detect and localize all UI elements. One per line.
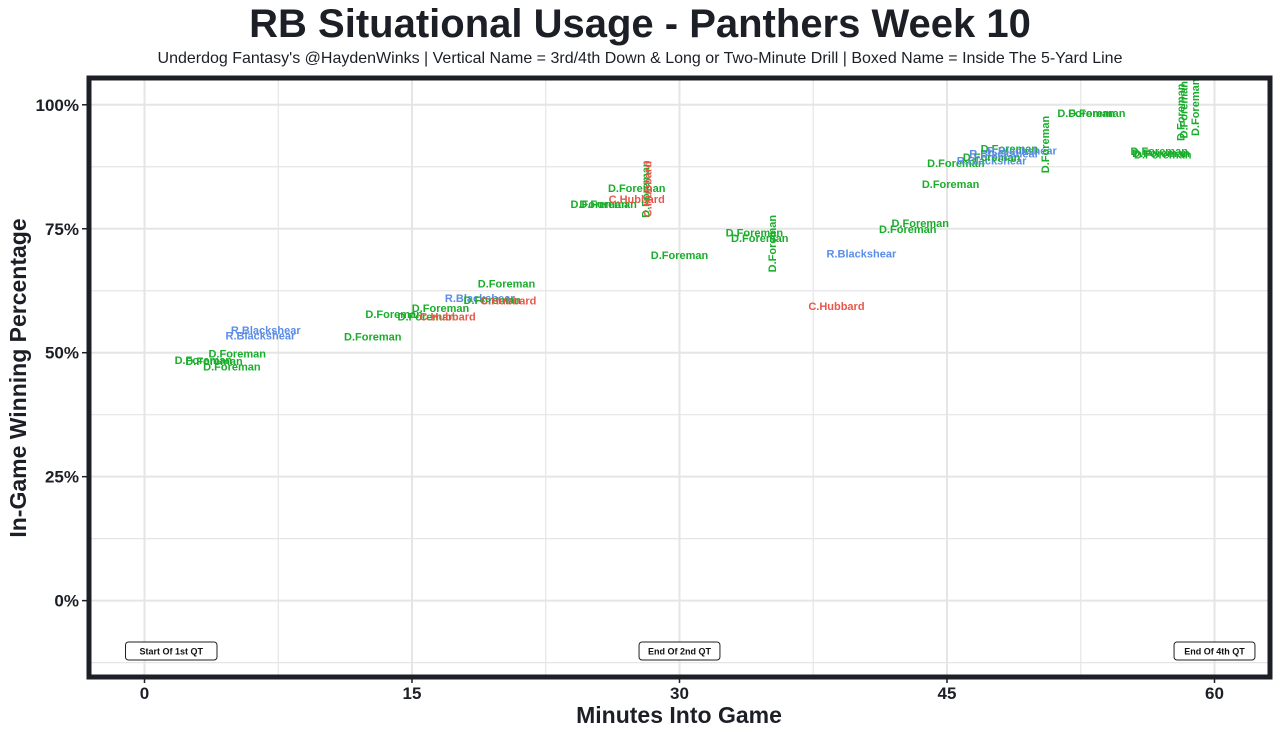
data-point-label: D.Foreman [1068,108,1126,120]
data-point-label: D.Foreman [927,158,985,170]
data-point-label: D.Foreman [208,349,266,361]
y-axis-title: In-Game Winning Percentage [5,218,31,537]
data-point-label: D.Foreman [365,309,423,321]
data-point-label: R.Blackshear [957,155,1027,167]
data-point-label: D.Foreman [1132,148,1190,160]
data-point-label: D.Foreman [608,183,666,195]
data-point-label: D.Foreman [175,355,233,367]
data-point-label: R.Blackshear [445,293,515,305]
chart-title: RB Situational Usage - Panthers Week 10 [249,2,1031,46]
chart-subtitle: Underdog Fantasy's @HaydenWinks | Vertic… [157,50,1123,67]
data-point-label: R.Blackshear [987,145,1057,157]
y-tick-label: 100% [36,96,79,115]
data-point-label: D.Foreman [398,312,456,324]
data-point-label: C.Hubbard [480,296,536,308]
data-point-label: D.Foreman [963,152,1021,164]
data-point-label: D.Foreman [203,362,261,374]
data-point-label: D.Foreman [579,199,637,211]
y-tick-label: 25% [45,468,79,487]
data-point-label: D.Foreman [641,160,653,218]
data-point-label: D.Foreman [1057,108,1115,120]
x-tick-label: 30 [670,684,689,703]
data-point-label: D.Foreman [464,295,522,307]
x-tick-label: 0 [140,684,149,703]
data-point-label: D.Foreman [651,250,709,262]
data-point-label: D.Foreman [731,233,789,245]
data-point-label: C.Hubbard [808,301,864,313]
data-point-label: D.Foreman [571,199,629,211]
data-point-label: D.Foreman [879,224,937,236]
x-tick-label: 60 [1205,684,1224,703]
grid-lines [91,80,1268,675]
data-point-label: D.Foreman [185,356,243,368]
data-point-label: D.Foreman [1134,149,1192,161]
quarter-marker-box [1173,641,1256,661]
quarter-marker-label: End Of 2nd QT [648,647,711,657]
data-point-label: C.Hubbard [642,161,654,217]
data-point-label: R.Blackshear [231,325,301,337]
data-point-label: D.Foreman [1130,146,1188,158]
data-point-label: R.Blackshear [969,148,1039,160]
data-point-label: D.Foreman [726,228,784,240]
quarter-marker-label: End Of 4th QT [1184,647,1245,657]
data-point-label: R.Blackshear [827,249,897,261]
data-point-label: C.Hubbard [609,194,665,206]
y-tick-label: 50% [45,344,79,363]
quarter-marker-box [125,641,218,661]
data-point-label: D.Foreman [767,215,779,273]
data-point-label: D.Foreman [344,331,402,343]
data-point-label: D.Foreman [1176,83,1188,141]
data-point-label: D.Foreman [922,179,980,191]
data-point-label: D.Foreman [981,143,1039,155]
data-point-label: D.Foreman [412,303,470,315]
data-point-label: D.Foreman [892,218,950,230]
x-axis-title: Minutes Into Game [576,702,782,728]
quarter-marker-box [638,641,721,661]
y-tick-label: 0% [54,592,79,611]
axis-ticks: 0 15 30 45 60 0% 25% 50% 75% 100% [36,96,1224,703]
quarter-marker-label: Start Of 1st QT [139,647,203,657]
data-point-label: D.Foreman [478,278,536,290]
data-point-label: D.Foreman [1178,81,1190,139]
x-tick-label: 45 [938,684,957,703]
data-point-label: D.Foreman [1190,78,1202,136]
x-tick-label: 15 [403,684,422,703]
y-tick-label: 75% [45,220,79,239]
data-points: D.ForemanD.ForemanD.ForemanD.ForemanR.Bl… [175,78,1202,373]
data-point-label: R.Blackshear [226,330,296,342]
data-point-label: D.Foreman [1040,115,1052,173]
plot-frame [86,75,1273,680]
quarter-markers: Start Of 1st QT End Of 2nd QT End Of 4th Q… [125,641,1256,661]
data-point-label: C.Hubbard [420,312,476,324]
